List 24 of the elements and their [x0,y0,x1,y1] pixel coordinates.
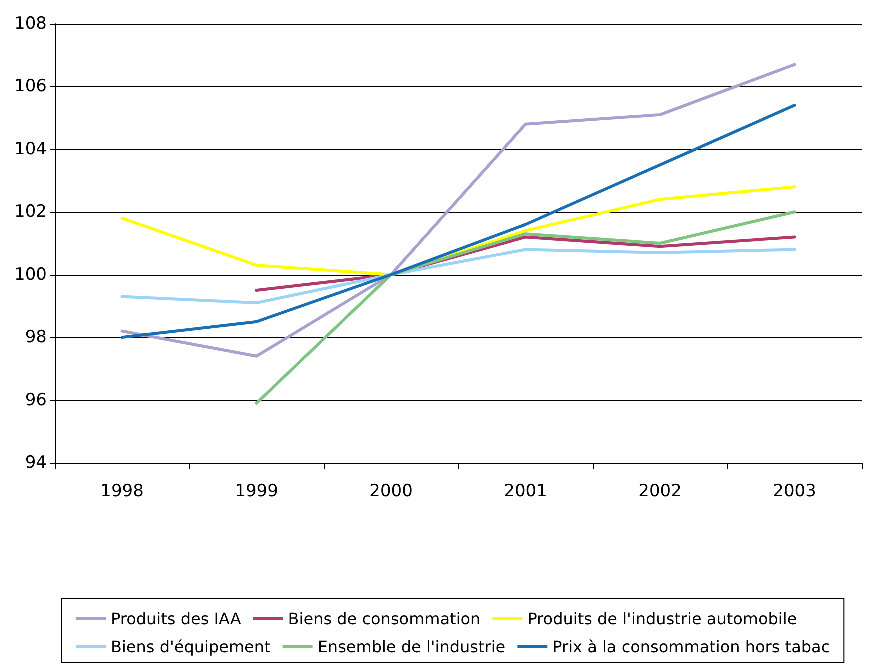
x-tick-label: 1999 [235,482,278,502]
x-tick-label: 2003 [773,482,816,502]
legend-label: Produits de l'industrie automobile [528,610,798,628]
legend-label: Prix à la consommation hors tabac [552,638,830,656]
y-tick-label: 100 [14,264,47,285]
y-tick-label: 108 [14,14,47,34]
x-tick-label: 2002 [638,482,682,502]
legend-label: Biens de consommation [288,610,481,628]
legend-label: Produits des IAA [111,610,242,628]
line-series [255,210,796,405]
legend-label: Biens d'équipement [111,638,271,656]
y-tick-label: 102 [14,202,47,222]
line-series [120,248,796,305]
x-tick-label: 1998 [100,482,144,502]
line-series [120,63,796,358]
line-series [120,104,796,340]
x-tick-label: 2001 [504,482,548,502]
x-tick-label: 2000 [370,482,413,502]
y-tick-label: 94 [25,453,47,473]
legend-label: Ensemble de l'industrie [318,638,506,656]
y-tick-label: 96 [25,390,47,410]
y-tick-label: 104 [14,139,47,160]
y-tick-label: 98 [25,328,47,348]
y-tick-label: 106 [14,76,47,97]
